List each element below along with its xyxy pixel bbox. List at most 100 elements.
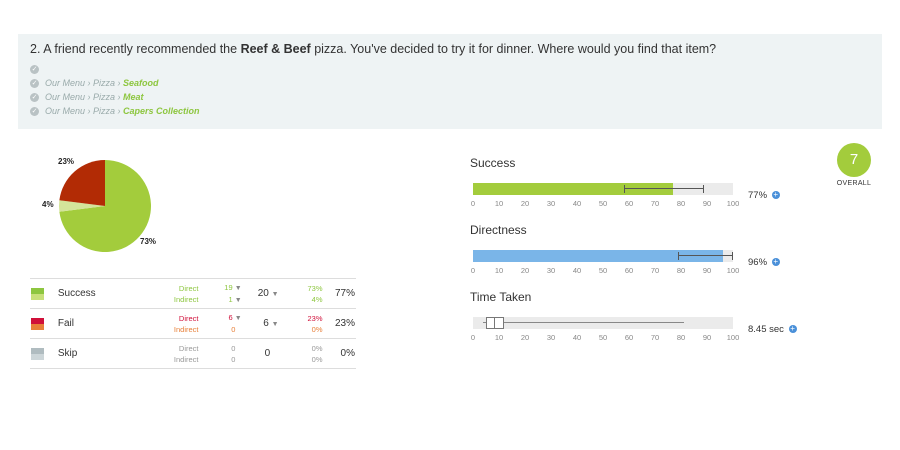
row-label: Success [57, 288, 96, 299]
swatch-fail-indirect [31, 323, 44, 330]
directness-value: 96% + [748, 257, 780, 268]
directness-title: Directness [470, 223, 527, 237]
axis-tick: 20 [520, 333, 530, 342]
question-title: 2. A friend recently recommended the Ree… [30, 42, 716, 56]
axis-tick: 70 [650, 199, 660, 208]
time-taken-track [473, 317, 733, 329]
check-icon: ✓ [30, 79, 39, 89]
success-value: 77% + [748, 190, 780, 201]
pie-slice [59, 160, 151, 252]
success-bar-fill [473, 183, 674, 195]
check-icon: ✓ [30, 107, 39, 117]
axis-tick: 30 [546, 333, 556, 342]
axis-tick: 40 [572, 266, 582, 275]
question-text-after: pizza. You've decided to try it for dinn… [310, 42, 717, 56]
filter-icon[interactable]: ▼ [271, 291, 279, 298]
row-label: Fail [57, 318, 74, 329]
directness-bar-track [473, 250, 733, 262]
axis-tick: 70 [650, 333, 660, 342]
swatch-skip-indirect [31, 353, 44, 360]
axis-tick: 90 [702, 333, 712, 342]
axis-tick: 90 [702, 266, 712, 275]
axis-tick: 0 [470, 199, 476, 208]
axis-tick: 60 [624, 266, 634, 275]
time-taken-value: 8.45 sec + [748, 324, 797, 335]
swatch-skip-direct [31, 347, 44, 354]
time-whisker [483, 322, 684, 323]
axis-tick: 40 [572, 333, 582, 342]
axis-tick: 80 [676, 333, 686, 342]
check-icon: ✓ [30, 65, 39, 75]
swatch-success-indirect [31, 293, 44, 300]
pie-slice [59, 200, 105, 212]
axis-tick: 70 [650, 266, 660, 275]
correct-path-0: ✓ [30, 64, 45, 76]
question-box: 2. A friend recently recommended the Ree… [18, 34, 882, 129]
correct-path-1: ✓ Our Menu › Pizza › Seafood [30, 78, 159, 89]
axis-tick: 30 [546, 266, 556, 275]
pie-label-indirect: 4% [42, 200, 54, 209]
axis-tick: 100 [726, 333, 740, 342]
axis-tick: 50 [598, 266, 608, 275]
axis-tick: 10 [494, 266, 504, 275]
axis-tick: 100 [726, 266, 740, 275]
axis-tick: 10 [494, 199, 504, 208]
axis-tick: 80 [676, 199, 686, 208]
axis-tick: 40 [572, 199, 582, 208]
row-label: Skip [57, 348, 78, 359]
axis-tick: 20 [520, 266, 530, 275]
axis-tick: 0 [470, 266, 476, 275]
axis-tick: 100 [726, 199, 740, 208]
filter-icon[interactable]: ▼ [234, 315, 242, 322]
table-row-success: Success Direct Indirect 19 ▼ 1 ▼ 20 ▼ 73% 4… [30, 278, 356, 309]
filter-icon[interactable]: ▼ [234, 284, 242, 292]
ci-cap-high [732, 252, 733, 260]
directness-axis: 0 10 20 30 40 50 60 70 80 90 100 [470, 266, 739, 276]
success-bar-track [473, 183, 733, 195]
filter-icon[interactable]: ▼ [234, 296, 242, 304]
swatch-success-direct [31, 287, 44, 294]
results-pie-chart: 73% 23% 4% [42, 157, 156, 252]
ci-cap-high [703, 185, 705, 193]
axis-tick: 60 [624, 333, 634, 342]
success-axis: 0 10 20 30 40 50 60 70 80 90 100 [470, 199, 739, 209]
axis-tick: 10 [494, 333, 504, 342]
question-text-before: A friend recently recommended the [40, 42, 241, 56]
directness-bar-fill [473, 250, 723, 262]
axis-tick: 20 [520, 199, 530, 208]
pie-slice [59, 160, 105, 206]
filter-icon[interactable]: ▼ [271, 321, 279, 328]
results-table: Success Direct Indirect 19 ▼ 1 ▼ 20 ▼ 73% 4… [30, 278, 356, 369]
axis-tick: 80 [676, 266, 686, 275]
swatch-fail-direct [31, 317, 44, 324]
question-highlight: Reef & Beef [240, 42, 311, 56]
time-median [493, 317, 495, 329]
plus-icon[interactable]: + [788, 324, 797, 334]
plus-icon[interactable]: + [771, 257, 780, 267]
table-row-fail: Fail Direct Indirect 6 ▼ 0 6 ▼ 23% 0% 23% [30, 308, 356, 339]
table-row-skip: Skip Direct Indirect 0 0 0 0% 0% 0% [30, 338, 356, 369]
axis-tick: 50 [598, 333, 608, 342]
axis-tick: 90 [702, 199, 712, 208]
time-box [486, 317, 505, 329]
plus-icon[interactable]: + [771, 190, 780, 200]
pie-label-fail: 23% [58, 157, 74, 166]
success-confidence-interval [623, 188, 705, 189]
time-taken-title: Time Taken [470, 290, 532, 304]
directness-confidence-interval [678, 255, 733, 256]
axis-tick: 30 [546, 199, 556, 208]
check-icon: ✓ [30, 93, 39, 103]
axis-tick: 0 [470, 333, 476, 342]
correct-path-2: ✓ Our Menu › Pizza › Meat [30, 92, 144, 103]
ci-cap-low [623, 185, 625, 193]
question-number: 2. [30, 42, 41, 56]
success-title: Success [470, 156, 516, 170]
correct-path-3: ✓ Our Menu › Pizza › Capers Collection [30, 106, 200, 117]
ci-cap-low [678, 252, 680, 260]
axis-tick: 60 [624, 199, 634, 208]
pie-label-success: 73% [140, 237, 156, 246]
overall-score: 7 [837, 143, 871, 177]
axis-tick: 50 [598, 199, 608, 208]
overall-label: OVERALL [836, 180, 872, 187]
time-taken-axis: 0 10 20 30 40 50 60 70 80 90 100 [470, 333, 739, 343]
